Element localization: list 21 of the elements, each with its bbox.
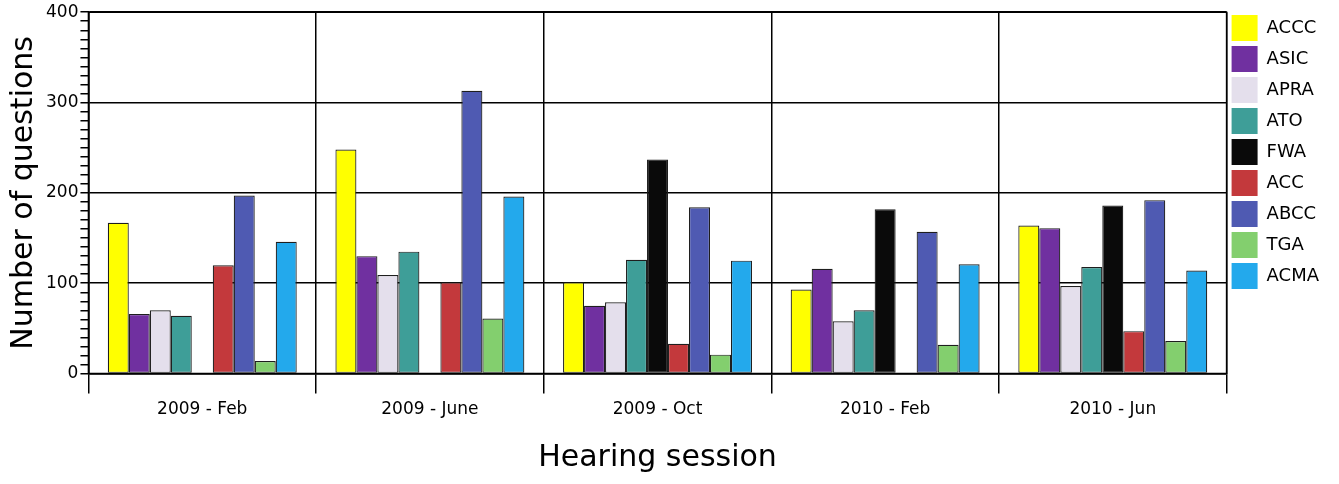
legend-label: ABCC (1266, 201, 1317, 223)
legend-label: FWA (1266, 139, 1307, 161)
legend-label: ACCC (1266, 15, 1317, 37)
legend-label: ATO (1266, 108, 1303, 130)
y-tick-label: 300 (45, 90, 79, 111)
x-tick-label: 2009 - Feb (157, 398, 248, 419)
y-tick-label: 200 (45, 181, 79, 202)
legend-label: ACC (1266, 170, 1304, 192)
legend-label: ASIC (1266, 46, 1309, 68)
x-tick-label: 2010 - Jun (1069, 398, 1157, 419)
x-axis-title: Hearing session (538, 437, 777, 473)
legend-label: ACMA (1266, 263, 1320, 285)
x-tick-label: 2010 - Feb (839, 398, 931, 419)
y-tick-label: 100 (45, 271, 79, 292)
y-tick-label: 400 (45, 0, 79, 21)
legend-label: APRA (1266, 77, 1315, 99)
y-axis-title: Number of questions (3, 36, 39, 350)
x-tick-label: 2009 - Oct (612, 398, 703, 419)
legend-label: TGA (1265, 232, 1305, 254)
x-tick-label: 2009 - June (381, 398, 479, 419)
y-tick-label: 0 (67, 362, 79, 383)
